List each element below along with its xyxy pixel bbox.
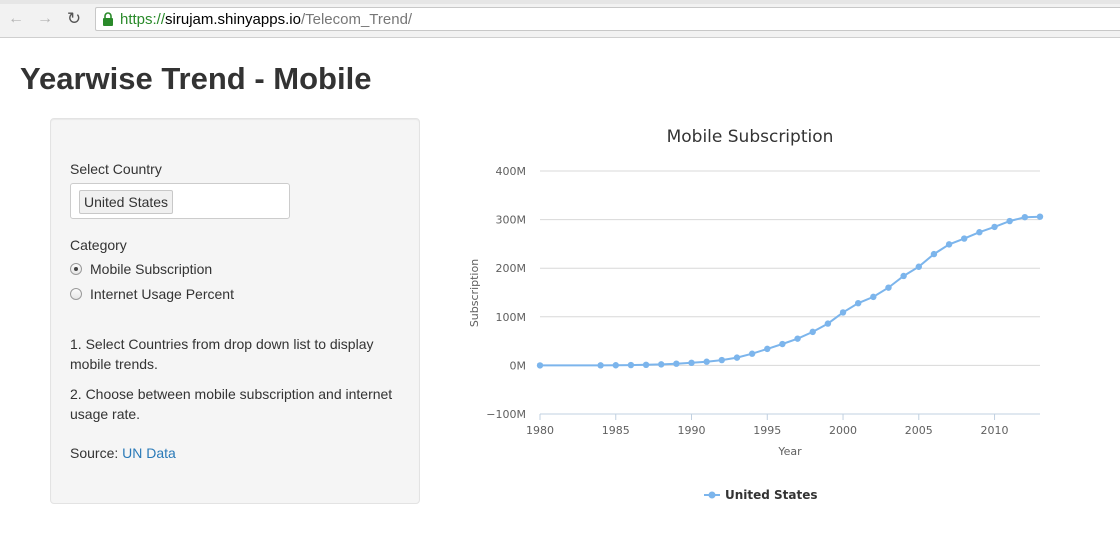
data-point[interactable] [839, 309, 847, 316]
data-point[interactable] [718, 356, 726, 364]
data-point[interactable] [642, 361, 650, 369]
data-point[interactable] [976, 229, 983, 236]
data-point[interactable] [824, 320, 832, 327]
radio-button-checked[interactable] [70, 263, 82, 275]
x-tick-label: 2005 [905, 424, 933, 437]
reload-icon[interactable]: ↻ [66, 9, 82, 28]
data-point[interactable] [961, 235, 968, 242]
data-point[interactable] [673, 360, 680, 367]
sidebar-panel: Select Country United States Category Mo… [50, 118, 420, 504]
data-point[interactable] [1021, 213, 1029, 221]
data-point[interactable] [794, 335, 801, 342]
data-point[interactable] [597, 362, 604, 369]
x-tick-label: 1980 [526, 424, 554, 437]
legend-point-marker [708, 491, 716, 499]
x-tick-label: 2010 [981, 424, 1009, 437]
y-tick-label: 300M [496, 214, 527, 227]
y-tick-label: −100M [486, 408, 526, 421]
y-axis-title: Subscription [468, 259, 481, 327]
data-point[interactable] [854, 299, 862, 307]
chart-title: Mobile Subscription [667, 127, 834, 147]
x-tick-label: 1985 [602, 424, 630, 437]
data-point[interactable] [764, 345, 771, 353]
page-title: Yearwise Trend - Mobile [20, 61, 372, 96]
data-point[interactable] [885, 284, 892, 291]
radio-internet-usage[interactable]: Internet Usage Percent [70, 285, 234, 303]
data-point[interactable] [930, 250, 938, 258]
data-point[interactable] [688, 359, 695, 367]
x-tick-label: 2000 [829, 424, 857, 437]
data-point[interactable] [612, 362, 619, 369]
help-text-1: 1. Select Countries from drop down list … [70, 336, 374, 372]
y-tick-label: 400M [496, 165, 527, 178]
category-label: Category [70, 237, 127, 253]
data-point[interactable] [627, 361, 635, 369]
tab-strip-edge [0, 0, 1120, 4]
data-point[interactable] [733, 354, 741, 361]
url-host: sirujam.shinyapps.io [165, 10, 301, 28]
radio-button-unchecked[interactable] [70, 288, 82, 300]
data-point[interactable] [945, 241, 953, 248]
data-point[interactable] [809, 328, 816, 336]
data-point[interactable] [900, 272, 907, 280]
chart-legend[interactable]: United States [704, 488, 818, 502]
url-path: /Telecom_Trend/ [300, 10, 413, 28]
data-point[interactable] [1006, 217, 1013, 225]
y-tick-label: 100M [496, 311, 527, 324]
address-bar[interactable]: https://sirujam.shinyapps.io/Telecom_Tre… [95, 7, 1120, 31]
legend-item-united-states: United States [725, 488, 818, 502]
back-arrow-icon[interactable]: ← [8, 10, 24, 27]
data-point[interactable] [703, 358, 710, 365]
data-point[interactable] [915, 263, 922, 270]
y-tick-label: 200M [496, 262, 527, 275]
data-point[interactable] [536, 362, 544, 369]
country-select-label: Select Country [70, 161, 162, 177]
url-scheme: https:// [120, 10, 166, 28]
source-line: Source: UN Data [70, 445, 176, 461]
lock-icon [103, 12, 113, 26]
data-point[interactable] [1036, 213, 1044, 220]
data-point[interactable] [870, 293, 877, 301]
radio-label-mobile: Mobile Subscription [90, 261, 213, 277]
browser-toolbar: ← → ↻ https://sirujam.shinyapps.io/Telec… [0, 0, 1120, 38]
chart-container: 400M 300M 200M 100M 0M −100M 1980 1985 1990 1995 2… [460, 118, 1060, 518]
radio-mobile-subscription[interactable]: Mobile Subscription [70, 260, 212, 278]
data-point[interactable] [779, 340, 786, 348]
country-select-input[interactable]: United States [70, 183, 290, 219]
x-tick-label: 1995 [753, 424, 781, 437]
data-point[interactable] [748, 350, 756, 357]
x-tick-label: 1990 [678, 424, 706, 437]
source-prefix: Source: [70, 445, 123, 461]
forward-arrow-icon[interactable]: → [37, 10, 53, 27]
data-point[interactable] [991, 223, 998, 231]
data-point[interactable] [658, 361, 665, 368]
radio-label-internet: Internet Usage Percent [90, 286, 234, 302]
selected-country-chip[interactable]: United States [79, 190, 174, 214]
source-link[interactable]: UN Data [122, 445, 176, 461]
x-axis-title: Year [777, 445, 802, 458]
help-text-2: 2. Choose between mobile subscription an… [70, 386, 393, 422]
y-tick-label: 0M [510, 359, 527, 372]
